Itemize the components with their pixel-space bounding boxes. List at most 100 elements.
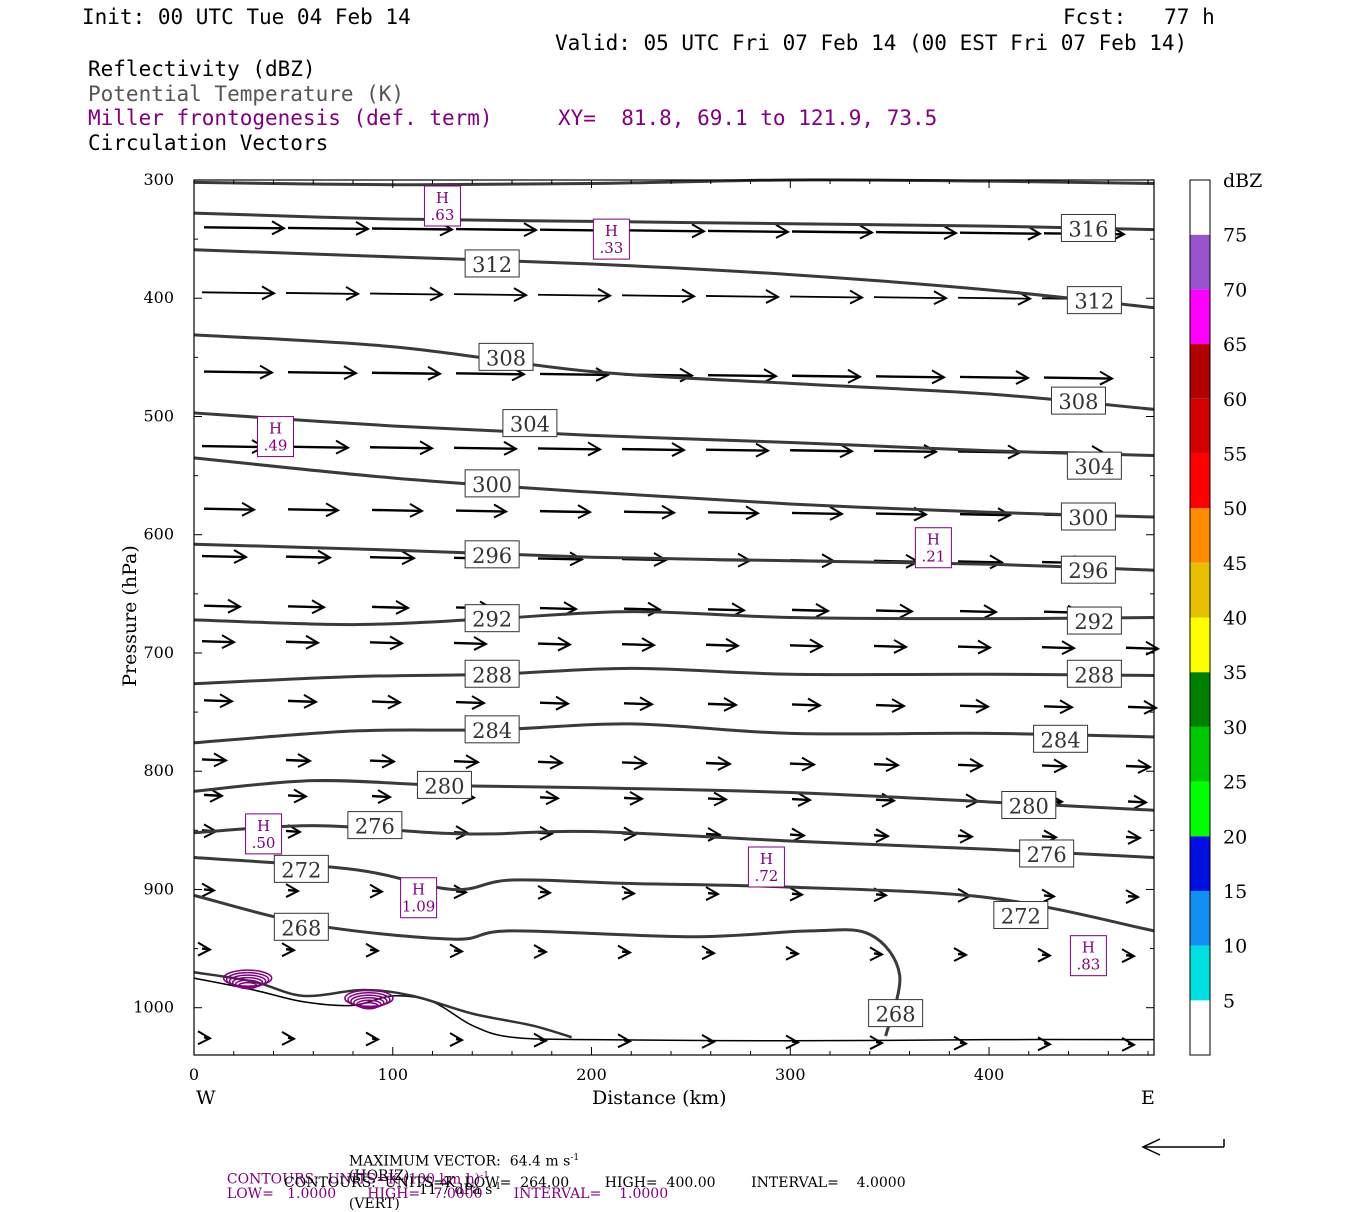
contour-label-box — [1001, 791, 1057, 820]
circulation-vector — [539, 796, 559, 800]
theta-contour-312 — [193, 248, 1155, 310]
y-tick-label: 800 — [143, 761, 174, 780]
theta-contour-304 — [193, 411, 1155, 458]
theta-contour-316 — [193, 178, 1155, 187]
contour-label-box — [464, 604, 520, 633]
vector-arrowhead — [281, 1030, 297, 1046]
vector-arrowhead — [537, 884, 553, 900]
colorbar-tick-label: 10 — [1223, 936, 1247, 958]
colorbar-tick-label: 55 — [1223, 443, 1247, 465]
vector-arrowhead — [641, 637, 657, 653]
vector-arrowhead — [633, 755, 649, 771]
theta-contour-296 — [193, 542, 1155, 572]
vector-arrowhead — [1037, 947, 1053, 963]
vector-arrowhead — [1143, 700, 1159, 715]
fronto-max-label: H — [927, 531, 940, 549]
colorbar-segment — [1190, 672, 1210, 727]
circulation-vector — [957, 296, 1031, 300]
circulation-vector — [707, 511, 759, 515]
circulation-vector — [539, 606, 577, 611]
circulation-vector — [285, 555, 331, 559]
circulation-vector — [875, 512, 927, 516]
circulation-vector — [537, 447, 601, 451]
vector-arrowhead — [365, 942, 381, 958]
circulation-vector — [203, 226, 285, 230]
circulation-vector — [371, 371, 441, 375]
circulation-vector — [707, 702, 737, 707]
circulation-vector — [369, 759, 395, 763]
circulation-vector — [623, 702, 653, 706]
contour-label-296: 296 — [472, 544, 512, 568]
colorbar-segment — [1190, 1000, 1210, 1055]
colorbar-segment — [1190, 890, 1210, 946]
circulation-vector — [203, 604, 241, 608]
vector-arrowhead — [953, 947, 969, 962]
circulation-vector — [791, 797, 811, 802]
colorbar-tick-label: 70 — [1223, 279, 1247, 301]
fronto-max-label: H — [605, 222, 618, 240]
circulation-vector — [201, 554, 247, 559]
vector-arrowhead — [303, 694, 319, 709]
vector-arrowhead — [577, 504, 593, 520]
vector-arrowhead — [281, 942, 297, 958]
contour-label-272: 272 — [281, 858, 321, 882]
vector-arrowhead — [335, 439, 351, 455]
vector-arrowhead — [343, 365, 359, 381]
vector-arrowhead — [429, 286, 445, 302]
theta-contour-272 — [193, 856, 1155, 933]
vector-arrowhead — [473, 636, 489, 651]
circulation-vector — [791, 511, 843, 516]
theta-contour-284 — [193, 722, 1155, 745]
circulation-vector — [789, 295, 863, 299]
circulation-vector — [453, 759, 479, 764]
circulation-vector — [539, 509, 591, 514]
theta-contours — [192, 178, 1155, 1037]
colorbar-segment — [1190, 180, 1210, 235]
vector-arrowhead — [453, 884, 469, 900]
circulation-vector — [1043, 705, 1073, 709]
contour-label-box — [464, 659, 520, 688]
circulation-vector — [957, 763, 983, 767]
vector-arrowhead — [745, 505, 761, 521]
circulation-vector — [453, 293, 527, 297]
contour-label-276: 276 — [1027, 843, 1067, 867]
contour-label-box — [1050, 386, 1106, 415]
circulation-vector — [537, 760, 563, 764]
vector-arrowhead — [755, 442, 771, 458]
circulation-vector — [201, 444, 265, 449]
circulation-vector — [873, 449, 937, 454]
circulation-vector — [455, 700, 485, 705]
circulation-vector — [789, 762, 815, 766]
circulation-vector — [623, 607, 661, 611]
circulation-vector — [705, 761, 731, 766]
vector-arrowhead — [221, 634, 237, 650]
circulation-vector — [873, 296, 947, 300]
vector-arrowhead — [555, 695, 571, 711]
fronto-max-value: .63 — [431, 206, 455, 224]
circulation-vector — [1125, 646, 1159, 650]
vector-arrowhead — [629, 791, 645, 806]
vector-arrowhead — [989, 554, 1005, 570]
circulation-vector — [369, 446, 433, 450]
x-tick-label: 0 — [189, 1065, 199, 1084]
contour-label-box — [347, 811, 403, 840]
circulation-vector — [369, 556, 415, 560]
circulation-vector — [453, 641, 487, 646]
vector-arrowhead — [661, 504, 677, 520]
fronto-max-value: 1.09 — [402, 898, 435, 916]
vector-arrowhead — [1061, 640, 1077, 656]
colorbar-tick-label: 15 — [1223, 881, 1247, 903]
vector-arrowhead — [305, 634, 321, 650]
vector-arrowhead — [377, 789, 393, 804]
vector-arrowhead — [847, 368, 863, 384]
circulation-vector — [371, 508, 423, 513]
theta-contour-280 — [193, 779, 1155, 812]
vector-arrowhead — [569, 551, 585, 567]
vector-arrowhead — [789, 886, 805, 902]
vector-arrowhead — [369, 883, 385, 899]
contour-label-312: 312 — [472, 253, 512, 277]
circulation-vector — [537, 293, 611, 297]
circulation-vector — [1125, 835, 1141, 840]
circulation-vector — [1041, 835, 1057, 839]
